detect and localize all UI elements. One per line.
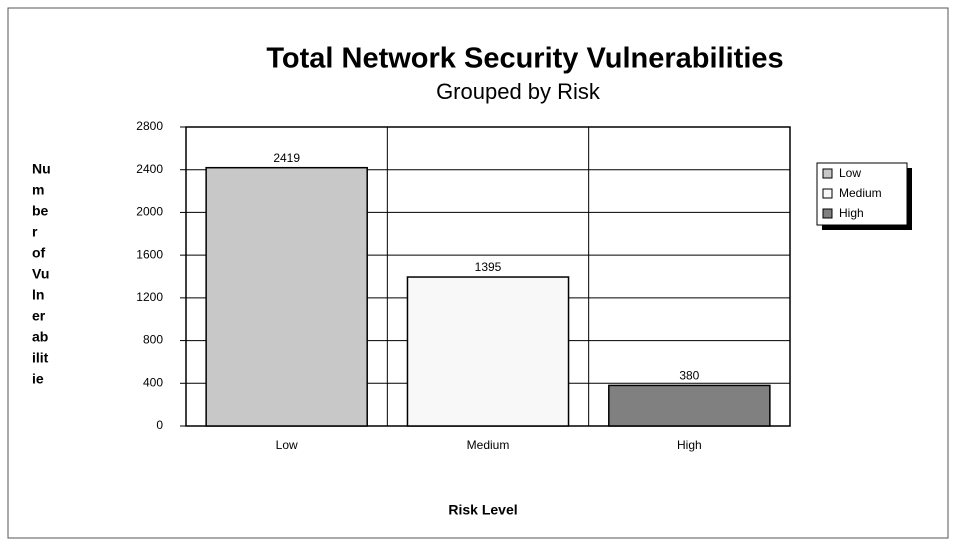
y-axis-label-line: r	[32, 224, 38, 240]
y-axis-label-line: er	[32, 308, 46, 324]
y-axis-label-line: ie	[32, 371, 44, 387]
y-axis-label-line: ab	[32, 329, 48, 345]
chart-subtitle: Grouped by Risk	[436, 79, 601, 104]
y-tick-label: 800	[143, 333, 163, 347]
y-tick-label: 400	[143, 375, 163, 389]
y-tick-label: 2400	[136, 162, 163, 176]
y-axis-label-line: ln	[32, 287, 44, 303]
data-label: 380	[679, 369, 699, 383]
y-tick-label: 1600	[136, 247, 163, 261]
legend-swatch	[822, 188, 833, 199]
y-axis-label-line: m	[32, 182, 44, 198]
y-tick-label: 1200	[136, 290, 163, 304]
y-tick-label: 2800	[136, 119, 163, 133]
bar	[406, 276, 570, 427]
data-label: 1395	[475, 260, 502, 274]
legend-label: Low	[839, 166, 861, 180]
y-axis-label-line: ilit	[32, 350, 49, 366]
legend-swatch	[822, 168, 833, 179]
legend-label: High	[839, 206, 864, 220]
y-axis-label-line: Nu	[32, 161, 51, 177]
x-axis-label: Risk Level	[448, 502, 517, 518]
y-axis-label-line: Vu	[32, 266, 49, 282]
bar	[608, 384, 771, 427]
y-axis-label-line: of	[32, 245, 46, 261]
y-axis-label-line: be	[32, 203, 49, 219]
x-tick-label: Medium	[467, 438, 510, 452]
x-tick-label: Low	[276, 438, 298, 452]
y-tick-label: 2000	[136, 205, 163, 219]
x-tick-label: High	[677, 438, 702, 452]
data-label: 2419	[273, 151, 300, 165]
legend-swatch	[822, 208, 833, 219]
legend-label: Medium	[839, 186, 882, 200]
chart-title: Total Network Security Vulnerabilities	[266, 43, 783, 75]
y-tick-label: 0	[156, 418, 163, 432]
bar	[205, 166, 368, 427]
